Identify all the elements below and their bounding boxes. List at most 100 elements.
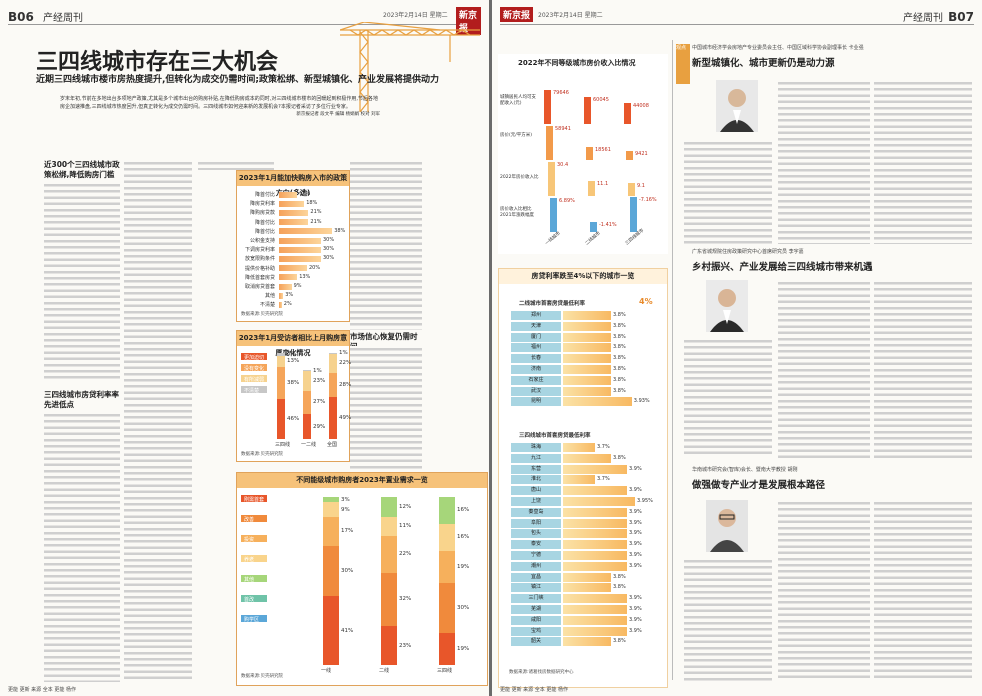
byline: 新京报记者 段文平 编辑 杨娟娟 校对 刘军 (296, 112, 380, 117)
rate-value: 3.9% (629, 616, 642, 623)
policy-bar-label: 放宽限购条件 (244, 256, 275, 263)
stack-segment (329, 396, 337, 439)
mood-chart-title: 2023年1月受访者相比上月购房意愿变化情况 (237, 331, 349, 357)
income-bar (546, 126, 553, 160)
rate-city: 长春 (511, 354, 561, 364)
rate-city: 三门峡 (511, 594, 561, 604)
income-row-label: 房价收入比相比2021年涨跌幅度 (500, 207, 534, 218)
stack-segment (323, 502, 339, 518)
column-divider (672, 40, 673, 680)
stack-segment (439, 633, 455, 665)
expert-3-text-c (874, 500, 972, 682)
rate-bar (563, 605, 627, 614)
policy-bar-label: 公积金支持 (249, 238, 275, 244)
policy-chart: 2023年1月能加快购房入市的政策方向(多选) 降首付比 13% 降房贷利率 18% 降… (236, 170, 350, 322)
rate-city: 武汉 (511, 386, 561, 396)
policy-bar-label: 降低首套房贷 (244, 274, 275, 281)
stack-segment (329, 353, 337, 373)
rate-city: 昆明 (511, 397, 561, 407)
mood-chart-source: 数据来源:贝壳研究院 (241, 452, 284, 457)
rate-bar (563, 507, 627, 517)
policy-bar (279, 292, 284, 299)
segment-value: 1% (313, 367, 322, 374)
category-label: 三四线 (437, 668, 453, 674)
expert-2-photo (706, 280, 748, 332)
segment-value: 23% (399, 642, 412, 649)
rate-chart-source: 数据来源:诸葛找房数据研究中心 (509, 670, 574, 675)
income-value: -1.41% (599, 221, 617, 228)
legend-swatch (241, 575, 267, 582)
expert-1-text-b (778, 80, 870, 244)
article-column-3 (124, 160, 192, 680)
rate-value: 3.9% (629, 627, 642, 634)
right-page: 新京报 2023年2月14日 星期二 产经周刊 B07 2022年不同等级城市房… (492, 0, 982, 696)
rate-bar (563, 475, 595, 485)
issue-date: 2023年2月14日 星期二 (538, 12, 603, 19)
rate-chart: 房贷利率跌至4%以下的城市一览 二线城市首套房贷最低利率 4% 郑州 3.8% 天津… (498, 268, 668, 688)
income-value: 11.1 (597, 181, 609, 188)
rate-city: 泰安 (511, 540, 561, 550)
rate-city: 福州 (511, 343, 561, 353)
stack-segment (277, 366, 285, 400)
expert-3-text-a (684, 558, 772, 682)
legend-label: 首改 (244, 596, 255, 603)
stack-segment (303, 390, 311, 415)
rate-bar (563, 386, 611, 396)
rate-value: 3.9% (629, 606, 642, 612)
legend-label: 养老 (244, 556, 255, 563)
legend-label: 投资 (244, 536, 255, 543)
rate-value: 3.95% (637, 498, 653, 504)
page-header: 新京报 2023年2月14日 星期二 产经周刊 B07 (500, 6, 974, 25)
income-bar (624, 103, 631, 124)
stack-segment (323, 545, 339, 597)
segment-value: 17% (341, 528, 354, 535)
rate-value: 3.8% (613, 322, 626, 329)
segment-value: 32% (399, 596, 412, 603)
policy-bar-label: 取消房贷首套 (244, 284, 275, 290)
rate-value: 3.8% (613, 584, 626, 591)
rate-value: 3.93% (633, 398, 650, 405)
stack-segment (439, 550, 455, 583)
rate-bar (563, 453, 611, 463)
expert-1-text-a (684, 140, 772, 244)
policy-bar-value: 2% (283, 301, 292, 308)
rate-bar (563, 311, 611, 320)
article-column-4 (198, 160, 274, 170)
policy-bar-label: 不清楚 (259, 302, 275, 309)
legend-label: 有所减弱 (244, 376, 265, 383)
stack-segment (439, 523, 455, 551)
segment-value: 16% (457, 534, 470, 541)
policy-bar-value: 30% (323, 237, 335, 243)
stack-segment (381, 572, 397, 627)
category-label: 一二线 (301, 442, 317, 448)
policy-bar (279, 219, 309, 226)
rate-value: 3.8% (613, 355, 626, 362)
segment-value: 3% (287, 351, 296, 358)
stack-segment (323, 497, 339, 503)
stack-segment (381, 626, 397, 665)
income-bar (544, 90, 551, 124)
legend-swatch (241, 535, 267, 542)
article-column-1 (44, 182, 120, 382)
segment-value: 30% (457, 604, 470, 611)
rate-bar (563, 615, 627, 625)
rate-bar (563, 529, 627, 539)
rate-bar (563, 354, 611, 364)
stack-segment (329, 372, 337, 397)
segment-value: 9% (341, 506, 350, 513)
policy-bar-label: 降房贷利率 (249, 201, 275, 208)
legend-swatch (241, 364, 267, 371)
legend-swatch (241, 515, 267, 522)
stack-segment (323, 596, 339, 665)
policy-bar-value: 13% (299, 273, 311, 280)
stack-segment (381, 517, 397, 536)
policy-bar-label: 提供价格补助 (244, 265, 275, 272)
expert-3-text-b (778, 500, 870, 682)
segment-value: 27% (313, 399, 326, 406)
policy-bar-value: 30% (323, 255, 335, 262)
rate-city: 珠海 (511, 443, 561, 452)
rate-city: 秦皇岛 (511, 507, 561, 517)
rate-value: 3.9% (629, 541, 642, 548)
rate-bar (563, 443, 595, 452)
article-column-2 (44, 412, 120, 682)
